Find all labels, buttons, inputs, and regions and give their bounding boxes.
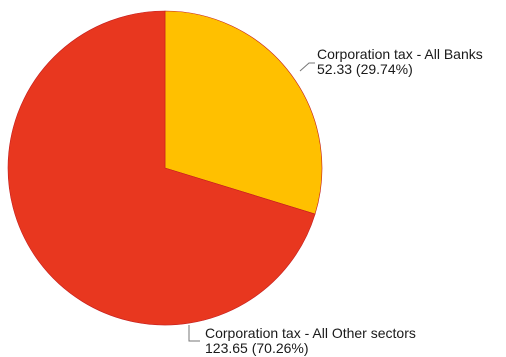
slice-label-other-sectors: Corporation tax - All Other sectors 123.… xyxy=(205,326,416,356)
slice-name-other-sectors: Corporation tax - All Other sectors xyxy=(205,325,416,341)
leader-line-banks xyxy=(299,62,315,72)
slice-value-banks: 52.33 (29.74%) xyxy=(317,61,413,77)
slice-label-banks: Corporation tax - All Banks 52.33 (29.74… xyxy=(317,47,483,77)
pie-slices xyxy=(7,10,323,326)
leader-line-other-sectors xyxy=(188,325,200,342)
slice-name-banks: Corporation tax - All Banks xyxy=(317,46,483,62)
slice-value-other-sectors: 123.65 (70.26%) xyxy=(205,340,309,356)
leader-lines xyxy=(188,62,315,342)
pie-slice-other-sectors xyxy=(7,10,316,326)
pie-slice-banks xyxy=(164,10,323,215)
